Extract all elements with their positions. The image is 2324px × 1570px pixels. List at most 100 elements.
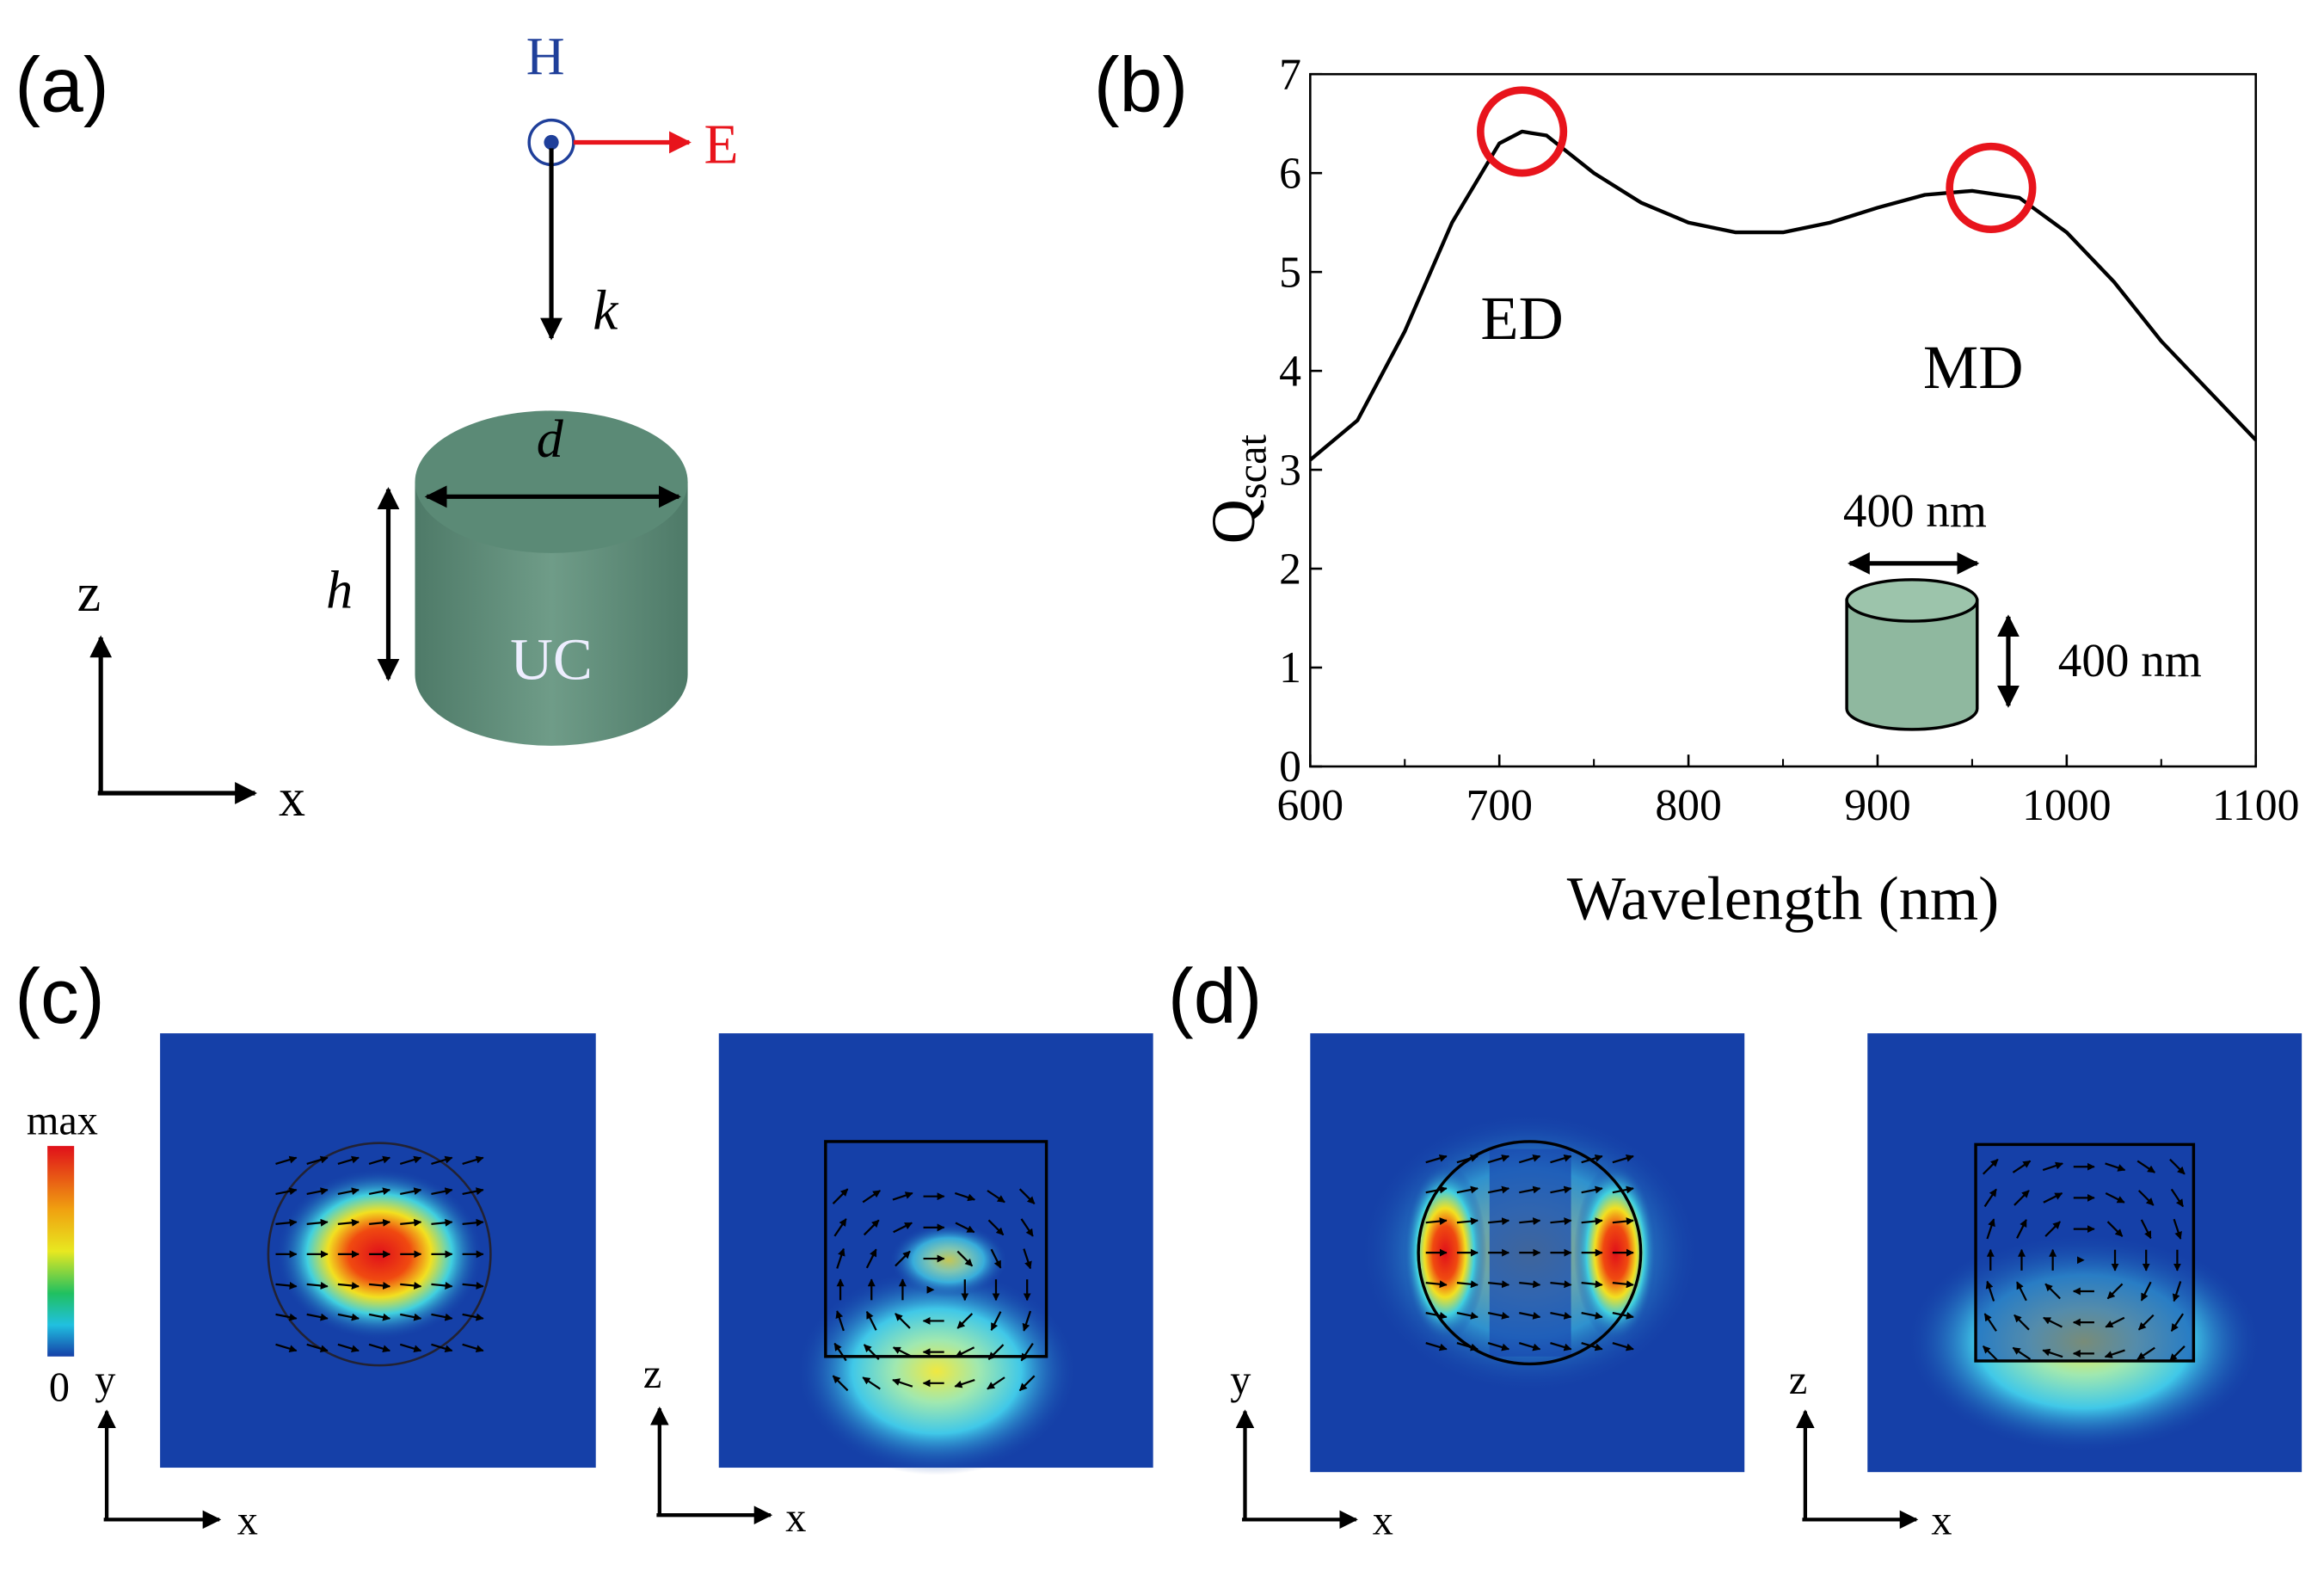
panel-label: (b): [1094, 41, 1189, 127]
field-arrow: [1581, 1280, 1603, 1289]
field-arrow: [2044, 1221, 2061, 1237]
field-arrow: [1982, 1158, 1999, 1175]
field-arrow: [2140, 1219, 2152, 1240]
axis-label: x: [785, 1495, 806, 1541]
field-arrow: [2137, 1190, 2155, 1206]
field-arrow: [2169, 1158, 2186, 1175]
colorbar: [47, 1146, 75, 1357]
field-arrow: [956, 1313, 974, 1329]
field-arrow: [862, 1376, 881, 1390]
y-label-main: Q: [1199, 499, 1268, 544]
field-arrow: [431, 1313, 453, 1321]
field-arrow: [1550, 1154, 1572, 1164]
field-arrow: [2014, 1314, 2030, 1331]
k-label: k: [593, 280, 619, 342]
field-arrow: [1550, 1217, 1572, 1226]
field-arrow: [462, 1282, 484, 1290]
field-arrow: [1983, 1188, 1997, 1208]
field-arrow: [1425, 1311, 1448, 1320]
field-arrow: [1983, 1313, 1997, 1332]
axis-label: x: [1373, 1499, 1393, 1544]
field-arrow: [462, 1343, 484, 1353]
field-arrow: [1020, 1218, 1034, 1237]
e-label: E: [704, 114, 739, 176]
field-arrow: [306, 1343, 329, 1353]
field-arrow: [954, 1378, 975, 1388]
field-arrow: [1518, 1342, 1541, 1351]
y-tick-label: 6: [1279, 149, 1301, 198]
field-arrow: [1487, 1280, 1510, 1289]
inset-cylinder-body: [1845, 599, 1979, 731]
field-arrow: [1612, 1342, 1634, 1351]
y-tick-label: 0: [1279, 742, 1301, 791]
field-arrow: [2016, 1219, 2027, 1239]
field-arrow: [2106, 1283, 2124, 1300]
y-tick-label: 7: [1279, 50, 1301, 99]
field-arrow: [1550, 1311, 1572, 1320]
field-arrow: [368, 1187, 391, 1196]
x-tick-label: 900: [1844, 781, 1911, 830]
field-arrow: [431, 1218, 453, 1227]
particle-outline: [267, 1142, 492, 1367]
x-tick-label: 1000: [2022, 781, 2111, 830]
field-arrow: [337, 1155, 360, 1166]
field-arrow: [832, 1375, 849, 1392]
field-arrow: [1985, 1280, 1995, 1302]
field-arrow: [1982, 1345, 1999, 1362]
field-arrow: [863, 1219, 880, 1236]
field-arrow: [836, 1247, 845, 1269]
field-arrow: [862, 1190, 882, 1204]
panel-label: (a): [15, 41, 108, 127]
peak-circle: [1946, 142, 2037, 233]
inset-width-label: 400 nm: [1843, 484, 1987, 537]
particle-outline: [1974, 1142, 2196, 1363]
field-arrow: [2173, 1218, 2182, 1240]
field-arrow: [1456, 1342, 1479, 1351]
field-arrows: [275, 1155, 484, 1353]
field-arrow: [1018, 1375, 1036, 1392]
field-arrow: [2136, 1346, 2155, 1360]
field-arrow: [368, 1218, 391, 1227]
field-arrow: [2016, 1281, 2027, 1302]
field-arrow: [987, 1344, 1005, 1360]
field-arrow: [1581, 1185, 1603, 1194]
field-arrows: [1425, 1154, 1634, 1351]
particle-outline: [1417, 1140, 1643, 1366]
y-tick-label: 2: [1279, 545, 1301, 594]
field-arrow: [835, 1310, 845, 1332]
field-arrow: [399, 1155, 422, 1166]
field-arrow: [1456, 1280, 1479, 1289]
field-arrow: [833, 1342, 847, 1362]
field-arrows: [832, 1188, 1036, 1392]
field-arrow: [2012, 1160, 2032, 1173]
field-arrow: [1612, 1217, 1634, 1226]
field-arrow: [1456, 1311, 1479, 1320]
field-arrow: [1456, 1185, 1479, 1194]
axis-label: z: [643, 1351, 661, 1397]
field-arrow: [2105, 1162, 2126, 1172]
field-arrow: [892, 1191, 913, 1201]
h-dot: [544, 134, 559, 151]
y-tick-label: 4: [1279, 347, 1301, 396]
field-arrow: [1612, 1154, 1634, 1164]
field-arrow: [1425, 1280, 1448, 1289]
x-tick-label: 1100: [2212, 781, 2299, 830]
field-arrow: [337, 1313, 360, 1321]
field-arrow: [955, 1346, 975, 1358]
peak-circle: [1477, 86, 1568, 177]
field-arrow: [1022, 1310, 1032, 1332]
field-arrow: [2012, 1346, 2032, 1360]
axis-label: y: [1230, 1358, 1251, 1403]
field-arrow: [275, 1218, 298, 1227]
field-arrow: [1425, 1154, 1448, 1164]
cylinder-top: [415, 410, 688, 553]
field-arrow: [1612, 1280, 1634, 1289]
field-low: [1976, 1144, 2194, 1361]
field-arrow: [1519, 1311, 1541, 1320]
field-arrow: [399, 1343, 422, 1353]
field-arrow: [1020, 1342, 1034, 1362]
field-arrow: [1986, 1218, 1995, 1240]
panel-label: (d): [1168, 953, 1263, 1039]
field-arrow: [431, 1282, 453, 1290]
colorbar-max: max: [27, 1098, 98, 1143]
